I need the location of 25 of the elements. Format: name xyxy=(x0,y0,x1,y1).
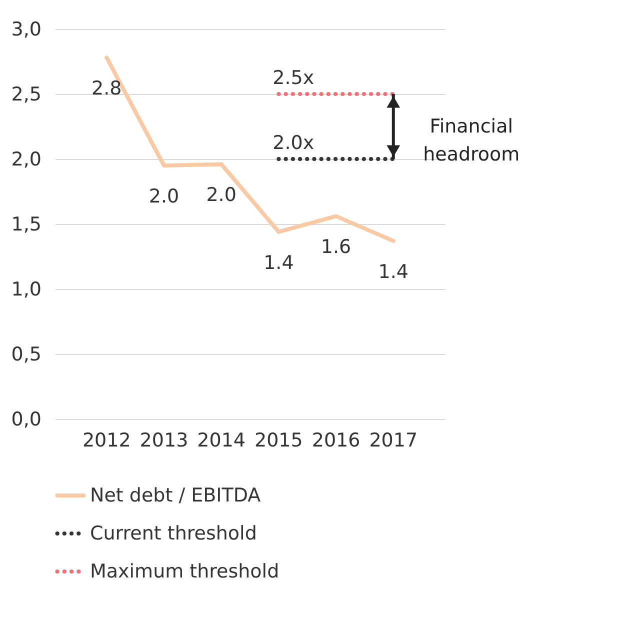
data-label: 1.4 xyxy=(378,260,408,283)
annotation: Financial headroom xyxy=(423,116,520,166)
legend-label: Net debt / EBITDA xyxy=(90,484,261,506)
data-label: 1.4 xyxy=(264,252,294,274)
y-tick-label: 1,0 xyxy=(11,278,42,300)
x-tick-label: 2015 xyxy=(254,430,303,452)
legend-label: Maximum threshold xyxy=(90,560,280,582)
x-tick-label: 2014 xyxy=(197,430,246,452)
y-tick-label: 2,5 xyxy=(11,84,42,106)
annotation: 2.5x xyxy=(272,67,314,89)
legend-label: Current threshold xyxy=(90,522,257,544)
y-tick-label: 3,0 xyxy=(11,18,42,40)
data-label: 2.0 xyxy=(148,186,180,208)
x-tick-label: 2016 xyxy=(312,430,360,452)
annotation: 2.0x xyxy=(272,132,314,154)
x-tick-label: 2012 xyxy=(82,430,131,452)
data-label: 2.8 xyxy=(92,78,122,100)
x-tick-label: 2017 xyxy=(369,430,418,452)
y-tick-label: 1,5 xyxy=(11,214,42,236)
y-tick-label: 0,0 xyxy=(11,408,42,430)
data-label: 1.6 xyxy=(320,236,352,258)
y-tick-label: 0,5 xyxy=(11,344,42,366)
y-tick-label: 2,0 xyxy=(11,148,42,170)
data-label: 2.0 xyxy=(206,184,236,206)
x-tick-label: 2013 xyxy=(140,430,188,452)
